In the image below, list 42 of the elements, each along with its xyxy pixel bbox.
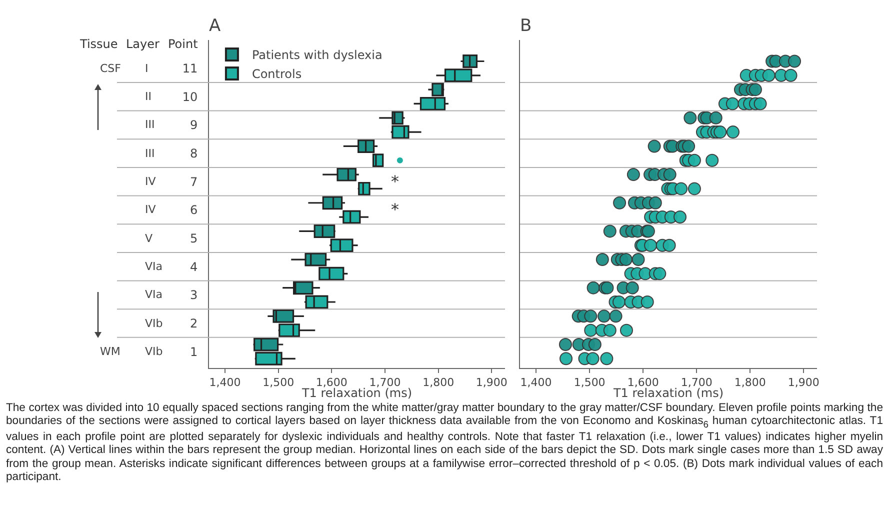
- text: IV: [145, 203, 156, 216]
- text: II: [145, 90, 152, 103]
- y-tick-label: 4: [190, 260, 198, 274]
- y-tick-label: 7: [190, 174, 198, 189]
- y-tick-label: 8: [190, 146, 198, 160]
- text: VIa: [145, 260, 163, 273]
- y-tick-label: 10: [182, 90, 198, 104]
- x-tick-label: 1,800: [734, 376, 766, 390]
- text: IV: [145, 175, 156, 188]
- chart-title: B: [520, 16, 532, 36]
- y-tick-label: 11: [182, 62, 198, 76]
- text: Point: [168, 37, 198, 51]
- y-tick-label: 9: [190, 118, 198, 132]
- x-tick-label: 1,900: [476, 376, 508, 390]
- text: The cortex was divided into 10 equally spaced sections ranging from the white matter/gray matter boundary to the gray matter/CSF boundary. Eleven profile points marking the boundaries of the sections were assigned to cortical layers based on layer thickness data available from the von Economo and Koskinas$_{6}$ human cytoarchitectonic atlas. T1 values in each profile point are plotted separately for dyslexic individuals and healthy controls. Note that faster T1 relaxation (i.e., lower T1 values) indicates higher myelin content. (A) Vertical lines within the bars represent the group median. Horizontal lines on each side of the bars depict the SD. Dots mark single cases more than 1.5 SD away from the group mean. Asterisks indicate significant differences between groups at a familywise error–corrected threshold of p < 0.05. (B) Dots mark individual values of each participant.: [6, 402, 883, 485]
- text: V: [145, 232, 153, 245]
- text: Layer: [126, 37, 160, 51]
- chart-title: A: [209, 16, 221, 36]
- text: III: [145, 118, 155, 131]
- y-tick-label: 2: [190, 316, 198, 330]
- y-tick-label: 6: [190, 203, 198, 218]
- text: VIb: [145, 345, 163, 358]
- text: VIa: [145, 288, 163, 301]
- x-tick-label: 1,400: [520, 376, 552, 390]
- annotation: *: [391, 172, 399, 191]
- y-tick-label: 1: [190, 344, 198, 359]
- text: I: [145, 62, 148, 75]
- text: VIb: [145, 317, 163, 330]
- y-tick-label: 3: [190, 288, 198, 302]
- text: Tissue: [79, 37, 118, 51]
- legend-label: Patients with dyslexia: [252, 48, 382, 62]
- x-tick-label: 1,900: [788, 376, 820, 390]
- text: CSF: [100, 62, 121, 75]
- text: WM: [100, 345, 120, 358]
- x-tick-label: 1,400: [209, 376, 241, 390]
- x-tick-label: 1,500: [262, 376, 294, 390]
- x-tick-label: 1,500: [574, 376, 606, 390]
- x-tick-label: 1,800: [422, 376, 454, 390]
- annotation: *: [391, 200, 399, 219]
- text: III: [145, 147, 155, 160]
- legend-label: Controls: [252, 67, 302, 82]
- y-tick-label: 5: [190, 231, 198, 246]
